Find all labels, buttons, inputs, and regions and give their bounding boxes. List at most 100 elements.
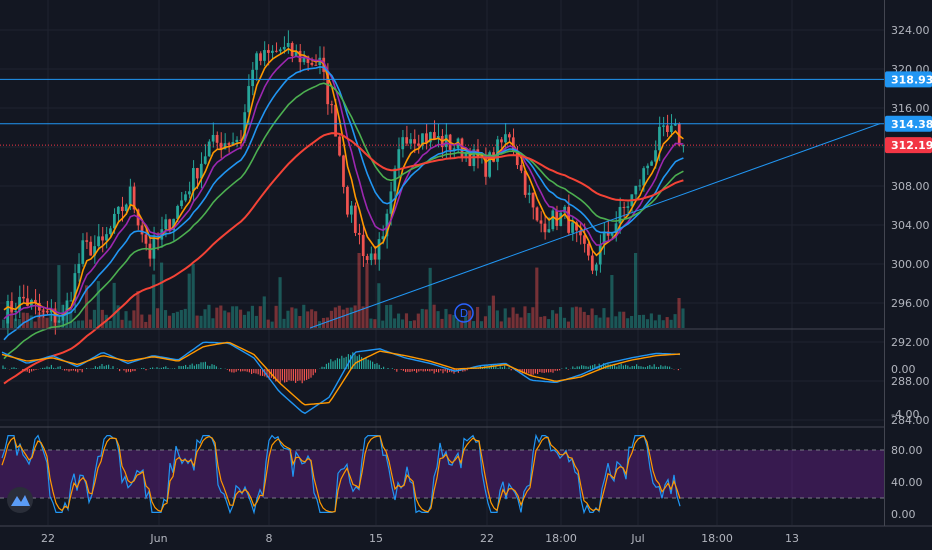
volume-bar [207,304,211,328]
volume-bar [310,309,314,328]
candle-body [658,126,661,151]
candle-body [444,134,448,148]
volume-bar [306,311,310,328]
volume-bar [665,317,669,328]
candle-body [373,253,377,260]
volume-bar [286,310,290,328]
candle-body [413,139,416,144]
candle-body [488,152,491,177]
volume-bar [282,318,286,328]
price-tick-label: 308.00 [891,180,930,193]
candle-body [606,231,610,236]
candle-body [642,168,646,186]
candle-body [583,235,586,244]
candle-body [622,206,626,208]
volume-bar [562,317,567,328]
volume-bar [590,308,594,328]
volume-bar [440,318,444,328]
candle-body [342,155,345,187]
volume-bar [649,313,653,328]
candle-body [14,310,17,312]
volume-bar [404,313,409,328]
volume-bar [610,275,614,328]
time-tick-label: 18:00 [701,532,733,545]
time-tick-label: 22 [480,532,494,545]
candle-body [626,206,630,208]
volume-bar [369,318,373,328]
rsi-line-d [1,435,681,513]
candle-body [294,50,298,57]
volume-bar [37,312,41,328]
volume-bar [361,306,365,328]
candle-body [195,168,199,179]
candle-body [113,213,116,229]
volume-bar [661,320,665,328]
candle-body [274,50,278,52]
candle-body [650,161,653,166]
candle-body [255,53,258,70]
candle-body [188,191,191,195]
candle-body [381,236,385,240]
candle-body [594,264,598,271]
volume-bar [9,304,14,328]
volume-bar [266,319,270,328]
volume-bar [108,320,112,328]
volume-bar [428,267,432,328]
rsi-tick-label: 40.00 [891,476,923,489]
volume-bar [325,317,330,328]
volume-bar [329,310,333,328]
volume-bar [519,317,523,328]
volume-bar [152,274,156,328]
candle-body [26,298,29,306]
volume-bar [618,311,622,328]
candle-body [168,219,172,231]
volume-bar [606,317,610,328]
volume-bar [452,315,456,328]
time-tick-label: Jul [630,532,644,545]
volume-bar [235,306,239,328]
volume-bar [558,307,563,328]
volume-bar [290,307,294,328]
volume-bar [436,311,440,328]
volume-bars [2,253,685,328]
volume-bar [179,310,183,328]
volume-bar [21,312,25,328]
volume-bar [353,305,357,328]
candle-body [496,139,499,162]
volume-bar [448,314,452,328]
candle-body [97,236,100,247]
candle-body [547,229,551,233]
volume-bar [653,320,657,328]
volume-bar [223,310,227,328]
candle-body [365,256,369,261]
candle-body [579,230,582,236]
trendline [309,123,881,329]
last-price-tag: 312.19 [891,139,932,152]
candle-body [89,241,93,256]
volume-bar [294,308,298,328]
volume-bar [13,318,17,328]
candle-body [334,104,337,137]
candle-body [468,152,472,167]
volume-bar [400,319,405,328]
volume-bar [614,316,618,328]
volume-bar [195,315,199,328]
price-tick-label: 300.00 [891,258,930,271]
volume-bar [424,309,428,328]
volume-bar [270,321,274,328]
candle-body [602,231,606,245]
candle-body [654,150,657,162]
candle-body [93,246,96,256]
volume-bar [246,311,251,328]
volume-bar [100,309,104,328]
candle-body [310,62,314,65]
volume-bar [274,305,278,328]
volume-bar [515,313,519,328]
candle-body [140,225,144,235]
volume-bar [262,296,266,328]
horizontal-levels [0,78,884,146]
candle-body [176,206,179,219]
candle-body [314,64,318,66]
candle-body [535,207,539,221]
